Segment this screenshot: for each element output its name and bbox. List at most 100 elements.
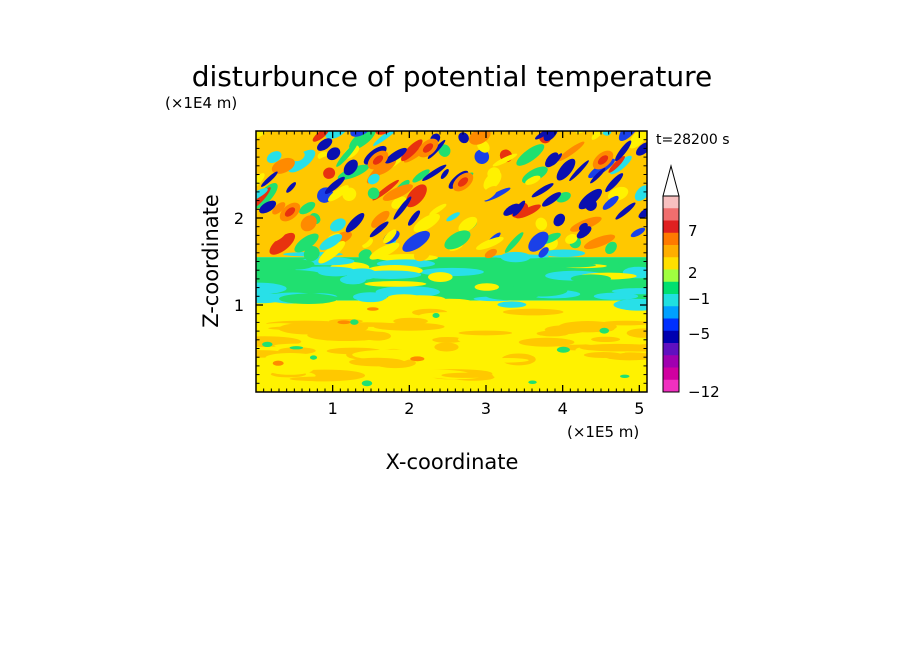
wave-cell — [557, 141, 585, 162]
wave-cell — [429, 203, 447, 216]
wave-crest-blue — [615, 202, 636, 220]
wave-cell — [382, 184, 413, 201]
transition-streak — [613, 298, 647, 311]
stratified-band — [363, 331, 392, 341]
stratified-spot — [262, 341, 273, 347]
wave-crest-blue — [326, 147, 341, 161]
wave-cell — [256, 187, 271, 208]
wave-cell — [528, 231, 549, 252]
colorbar-frame — [662, 195, 680, 393]
wave-crest-blue — [261, 171, 278, 187]
wave-crest-blue — [343, 159, 358, 176]
wave-cell — [474, 149, 490, 164]
stratified-band — [349, 357, 405, 367]
wave-cell — [438, 144, 451, 157]
colorbar-label-neg5: −5 — [688, 325, 710, 343]
transition-streak — [428, 272, 453, 282]
colorbar-label-neg1: −1 — [688, 290, 710, 308]
wave-cell — [535, 217, 548, 231]
wave-cell — [323, 167, 336, 179]
stratified-band — [266, 363, 314, 375]
wave-cell — [413, 247, 431, 262]
stratified-band — [591, 336, 621, 343]
wave-cell — [610, 155, 632, 175]
transition-streak — [256, 269, 320, 278]
transition-streak — [275, 259, 315, 270]
wave-cell — [468, 131, 491, 145]
wave-cell — [256, 131, 275, 139]
warm-core-center — [284, 207, 296, 217]
wave-crest-blue — [578, 188, 603, 210]
transition-streak — [394, 295, 446, 303]
warm-core-center — [372, 155, 384, 165]
colorbar-segment — [663, 367, 679, 381]
wave-cell — [608, 155, 625, 173]
colorbar-label-2: 2 — [688, 264, 698, 282]
colorbar-segment — [663, 257, 679, 270]
time-label: t=28200 s — [656, 132, 730, 148]
wave-cell — [446, 212, 460, 222]
stratified-spot — [272, 360, 284, 366]
stratified-spot — [432, 313, 440, 319]
colorbar-segment — [663, 294, 679, 307]
wave-cell — [303, 156, 329, 177]
stratified-spot — [309, 355, 318, 360]
wave-cell — [492, 153, 518, 167]
stratified-spot — [361, 380, 373, 387]
transition-streak — [570, 274, 611, 283]
wave-crest-blue — [569, 160, 589, 182]
wave-crest-blue — [393, 196, 412, 220]
wave-cell — [575, 131, 588, 134]
wave-crest-blue — [427, 139, 446, 159]
wave-cell — [558, 141, 571, 149]
stratified-band — [278, 347, 316, 355]
wave-crest-blue — [553, 213, 566, 227]
wave-cell — [272, 202, 286, 215]
stratified-band — [518, 337, 575, 347]
wave-crest-blue — [286, 182, 297, 193]
colorbar-segment — [663, 245, 679, 258]
stratified-spot — [599, 327, 610, 334]
wave-cell — [318, 240, 346, 264]
wave-crest-blue — [512, 200, 526, 217]
wave-cell — [373, 131, 399, 146]
colorbar-segment — [663, 379, 679, 393]
wave-cell — [367, 187, 380, 200]
transition-streak — [542, 249, 586, 258]
warm-core-center — [457, 177, 469, 187]
colorbar-segment — [663, 269, 679, 283]
wave-cell — [487, 167, 501, 180]
transition-streak — [452, 261, 516, 268]
stratified-band — [502, 308, 564, 316]
transition-streak — [506, 262, 560, 268]
stratified-band — [278, 322, 339, 335]
x-tick-label-4: 4 — [558, 399, 568, 418]
wave-cell — [476, 236, 504, 250]
wave-cell — [371, 210, 390, 228]
stratified-band — [626, 328, 647, 338]
transition-streak — [497, 301, 527, 308]
wave-cell — [400, 139, 423, 162]
y-unit-label: (×1E4 m) — [165, 94, 237, 112]
colorbar-segment — [663, 281, 679, 295]
wave-crest-blue — [543, 131, 559, 142]
wave-cell — [292, 151, 305, 162]
colorbar-segment — [663, 330, 679, 344]
stratified-band — [583, 351, 623, 358]
x-tick-label-5: 5 — [634, 399, 644, 418]
contour-field — [256, 131, 647, 392]
wave-crest-blue — [531, 183, 554, 198]
colorbar-triangle — [662, 164, 680, 197]
y-tick-label-1: 1 — [234, 296, 244, 315]
stratified-band — [526, 364, 567, 375]
stratified-band — [265, 353, 316, 363]
y-tick-label-2: 2 — [234, 209, 244, 228]
stratified-band — [434, 342, 459, 352]
stratified-spot — [349, 319, 359, 325]
x-tick-label-1: 1 — [328, 399, 338, 418]
wave-crest-blue — [545, 152, 559, 168]
colorbar-segment — [663, 343, 679, 356]
wave-crest-blue — [324, 176, 345, 195]
wave-cell — [456, 204, 477, 215]
wave-cell — [325, 131, 350, 139]
